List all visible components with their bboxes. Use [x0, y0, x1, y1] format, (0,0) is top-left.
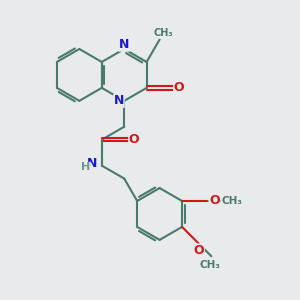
- Text: N: N: [119, 38, 129, 51]
- Text: N: N: [114, 94, 124, 107]
- Text: CH₃: CH₃: [200, 260, 220, 270]
- Text: H: H: [81, 162, 90, 172]
- Text: O: O: [129, 133, 140, 146]
- Text: CH₃: CH₃: [153, 28, 173, 38]
- Text: O: O: [209, 194, 220, 207]
- Text: O: O: [174, 81, 184, 94]
- Text: CH₃: CH₃: [221, 196, 242, 206]
- Text: O: O: [194, 244, 204, 257]
- Text: N: N: [87, 157, 98, 170]
